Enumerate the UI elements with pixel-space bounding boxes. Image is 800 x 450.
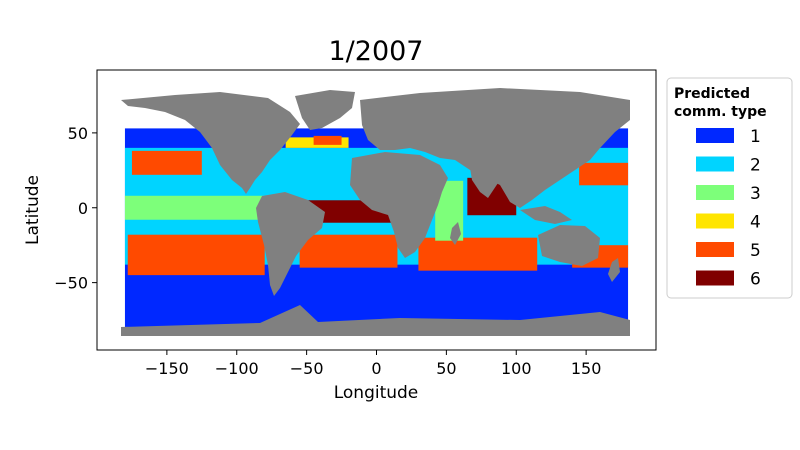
land-africa [350, 152, 448, 258]
region-type-5-6 [418, 237, 538, 271]
legend-title-line2: comm. type [674, 104, 767, 120]
legend-label-6: 6 [750, 270, 761, 290]
chart-title: 1/2007 [329, 36, 424, 67]
legend-swatch-4 [696, 213, 734, 229]
legend-title-line1: Predicted [674, 86, 750, 102]
x-axis-label: Longitude [334, 383, 419, 403]
legend-swatch-5 [696, 242, 734, 257]
region-type-3-4 [124, 195, 265, 220]
land-eurasia [360, 88, 630, 208]
land-madagascar [450, 222, 461, 245]
land-antarctica [121, 305, 630, 336]
legend-swatch-1 [696, 128, 734, 143]
x-tick-label: −100 [215, 359, 259, 378]
y-axis-ticks: 50 0 −50 [54, 124, 97, 293]
land-new-zealand [608, 258, 620, 282]
legend-swatch-2 [696, 156, 734, 172]
x-tick-label: 0 [371, 359, 381, 378]
land-greenland [295, 90, 355, 130]
region-type-5-2 [131, 150, 202, 175]
land-australia [538, 225, 600, 266]
region-type-5-13 [313, 135, 342, 145]
land-north-america [121, 92, 300, 194]
region-type-5-3 [127, 234, 265, 276]
x-tick-label: −50 [290, 359, 324, 378]
legend-entries: 1 2 3 4 5 6 [696, 127, 761, 290]
region-type-5-8 [579, 162, 629, 186]
land-indonesia [520, 206, 572, 224]
land-south-america [256, 192, 325, 296]
legend: Predicted comm. type 1 2 3 4 5 6 [666, 77, 793, 299]
region-type-5-5 [299, 234, 398, 268]
y-tick-label: −50 [54, 274, 88, 293]
land-india [470, 168, 500, 198]
plot-area [121, 88, 630, 336]
x-tick-label: 50 [436, 359, 456, 378]
y-tick-label: 50 [68, 124, 88, 143]
legend-label-1: 1 [750, 127, 761, 147]
x-tick-label: −150 [145, 359, 189, 378]
legend-label-2: 2 [750, 156, 761, 176]
legend-label-3: 3 [750, 184, 761, 204]
legend-swatch-6 [696, 270, 734, 286]
legend-swatch-3 [696, 185, 734, 200]
legend-label-5: 5 [750, 241, 761, 261]
y-axis-label: Latitude [23, 175, 43, 245]
y-tick-label: 0 [78, 199, 88, 218]
x-tick-label: 100 [501, 359, 532, 378]
x-axis-ticks: −150 −100 −50 0 50 100 150 [145, 350, 602, 378]
legend-label-4: 4 [750, 213, 761, 233]
x-tick-label: 150 [571, 359, 602, 378]
land-layer [121, 88, 630, 336]
